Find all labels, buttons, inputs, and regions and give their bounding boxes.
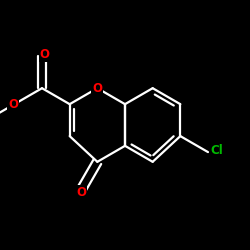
Text: Cl: Cl <box>210 144 223 157</box>
Text: O: O <box>8 98 18 111</box>
Text: O: O <box>76 186 86 199</box>
Text: O: O <box>92 82 102 95</box>
Text: O: O <box>40 48 50 61</box>
